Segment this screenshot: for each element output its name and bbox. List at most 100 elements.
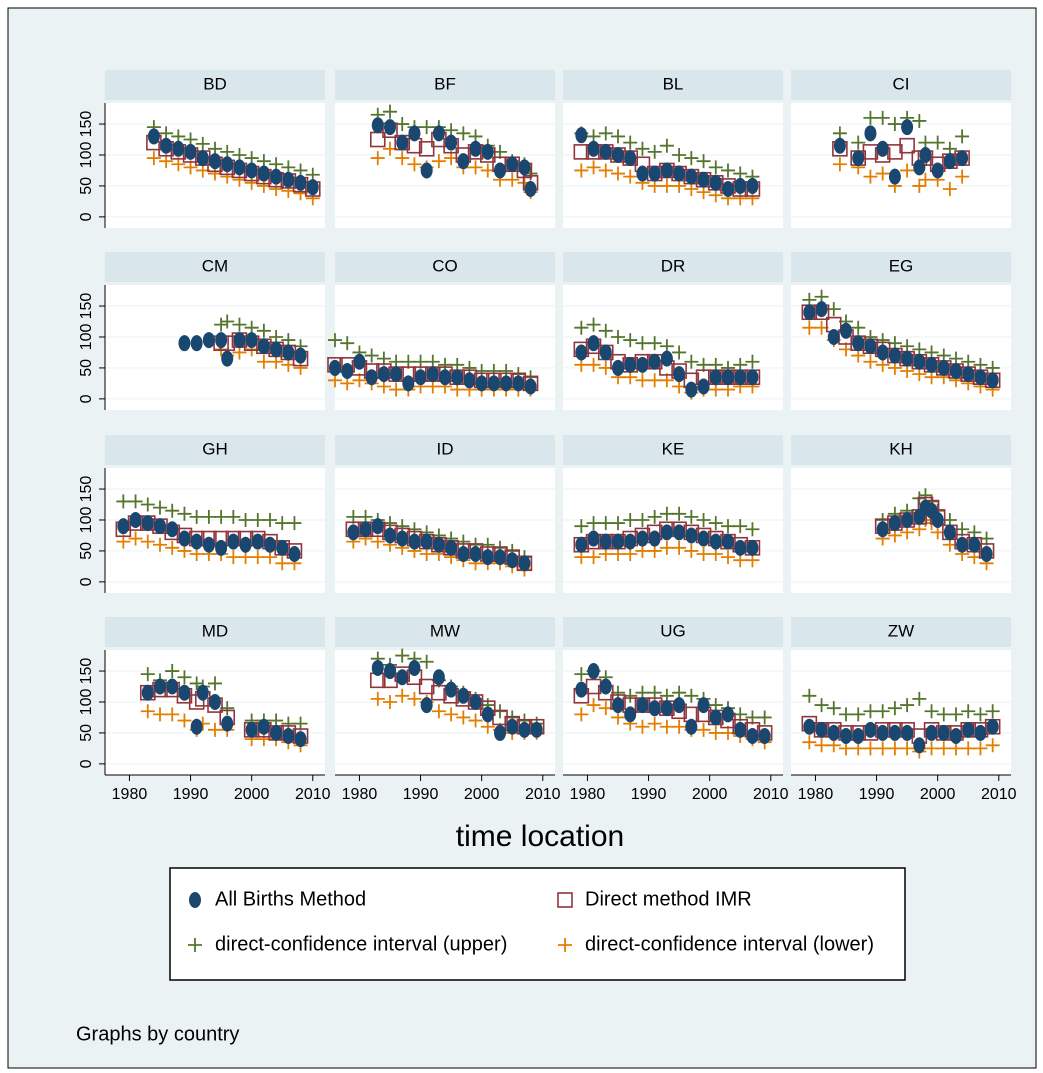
y-tick-label: 150: [78, 476, 95, 503]
ci-point: [574, 519, 589, 534]
all-births-point: [221, 715, 234, 732]
all-births-point: [986, 718, 999, 735]
ci-point: [201, 509, 216, 524]
all-births-point: [408, 533, 421, 550]
ci-point: [936, 741, 951, 756]
ci-point: [912, 691, 927, 706]
direct-point: [899, 137, 915, 154]
ci-point: [165, 503, 180, 518]
legend-label: All Births Method: [215, 888, 366, 910]
all-births-point: [697, 171, 710, 188]
plot-area: [791, 650, 1011, 775]
all-births-point: [518, 721, 531, 738]
strip: [791, 435, 1011, 465]
all-births-point: [408, 125, 421, 142]
ci-point: [635, 141, 650, 156]
strip: [791, 252, 1011, 282]
all-births-point: [245, 332, 258, 349]
y-tick-label: 100: [78, 689, 95, 716]
panel-title: CO: [432, 256, 458, 275]
all-births-point: [141, 684, 154, 701]
all-births-point: [282, 171, 295, 188]
ci-point: [586, 317, 601, 332]
all-births-point: [852, 150, 865, 167]
ci-point: [140, 534, 155, 549]
all-births-point: [648, 530, 661, 547]
ci-point: [177, 713, 192, 728]
ci-point: [328, 333, 342, 348]
all-births-point: [276, 539, 289, 556]
ci-point: [647, 144, 662, 159]
all-births-point: [190, 718, 203, 735]
ci-point: [598, 516, 613, 531]
all-births-point: [506, 718, 519, 735]
ci-point: [684, 543, 699, 558]
all-births-point: [803, 718, 816, 735]
all-births-point: [141, 515, 154, 532]
all-births-point: [709, 369, 722, 386]
all-births-point: [270, 341, 283, 358]
all-births-point: [980, 546, 993, 563]
all-births-point: [660, 524, 673, 541]
legend-symbol: [558, 938, 572, 952]
all-births-point: [876, 140, 889, 157]
all-births-point: [487, 375, 500, 392]
all-births-point: [359, 521, 372, 538]
all-births-point: [876, 724, 889, 741]
all-births-point: [209, 693, 221, 710]
ci-point: [256, 323, 271, 338]
all-births-point: [500, 375, 513, 392]
all-births-point: [408, 659, 421, 676]
ci-point: [985, 704, 1000, 719]
all-births-point: [925, 356, 938, 373]
all-births-point: [288, 546, 301, 563]
all-births-point: [329, 359, 341, 376]
ci-point: [930, 135, 945, 150]
all-births-point: [524, 181, 537, 198]
ci-point: [598, 126, 613, 141]
all-births-point: [294, 731, 307, 748]
all-births-point: [815, 301, 828, 318]
ci-point: [407, 691, 422, 706]
all-births-point: [746, 728, 759, 745]
all-births-point: [251, 533, 264, 550]
all-births-point: [518, 555, 531, 572]
all-births-point: [432, 125, 445, 142]
ci-point: [814, 698, 829, 713]
ci-point: [696, 547, 711, 562]
all-births-point: [660, 162, 673, 179]
all-births-point: [190, 533, 203, 550]
ci-point: [456, 710, 471, 725]
ci-point: [220, 314, 235, 329]
ci-point: [863, 704, 878, 719]
all-births-point: [445, 134, 458, 151]
y-tick-label: 0: [78, 577, 95, 586]
all-births-point: [587, 530, 600, 547]
all-births-point: [384, 527, 396, 544]
ci-point: [395, 688, 410, 703]
x-tick-label: 2000: [234, 786, 270, 803]
x-tick-label: 2000: [920, 786, 956, 803]
ci-point: [598, 323, 613, 338]
x-tick-label: 2000: [464, 786, 500, 803]
all-births-point: [901, 511, 914, 528]
strip: [105, 617, 325, 647]
ci-point: [721, 550, 735, 565]
all-births-point: [943, 524, 956, 541]
legend-symbol: [189, 892, 201, 908]
all-births-point: [624, 706, 637, 723]
ci-point: [973, 707, 988, 722]
all-births-point: [901, 119, 914, 136]
all-births-point: [432, 536, 445, 553]
all-births-point: [377, 366, 390, 383]
ci-point: [721, 163, 735, 178]
ci-point: [153, 707, 167, 722]
panel-title: DR: [661, 256, 686, 275]
ci-point: [887, 117, 902, 132]
x-tick-label: 2000: [692, 786, 728, 803]
all-births-point: [937, 724, 950, 741]
y-tick-label: 50: [78, 359, 95, 377]
ci-point: [165, 707, 180, 722]
x-tick-label: 1980: [112, 786, 148, 803]
all-births-point: [306, 179, 319, 196]
